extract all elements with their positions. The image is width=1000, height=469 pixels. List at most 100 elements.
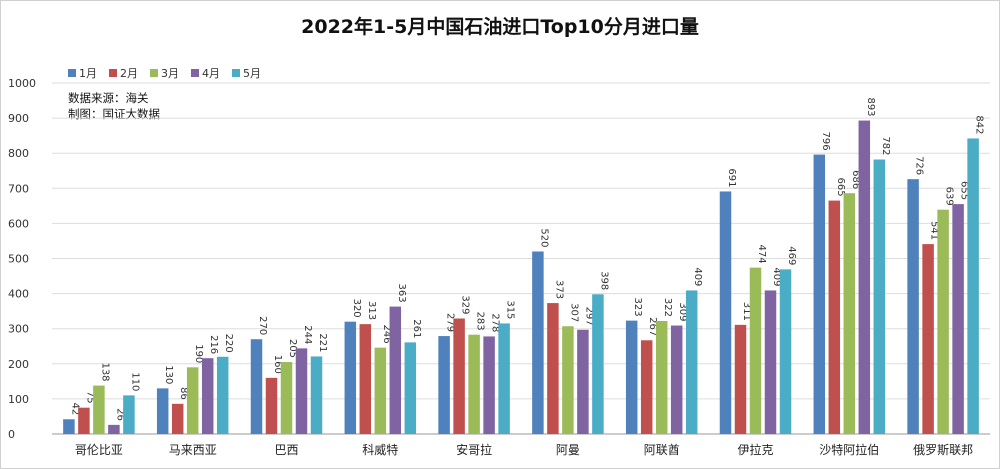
bar (813, 154, 826, 434)
bar (108, 424, 120, 434)
data-label: 409 (692, 267, 703, 286)
data-label: 278 (490, 313, 501, 332)
bar (764, 290, 777, 434)
chart-legend: 1月 2月 3月 4月 5月 (68, 65, 261, 81)
data-label: 363 (396, 283, 407, 302)
x-tick-label: 马来西亚 (169, 443, 217, 457)
bar (562, 326, 574, 434)
y-tick-label: 500 (8, 253, 29, 266)
x-tick-label: 阿曼 (556, 443, 580, 457)
legend-item-4: 4月 (191, 65, 220, 81)
bar (779, 269, 792, 434)
bar (295, 348, 308, 434)
data-label: 474 (756, 245, 767, 264)
data-label: 190 (193, 344, 204, 363)
bar (78, 407, 90, 434)
data-label: 42 (69, 403, 80, 416)
legend-label: 2月 (120, 67, 138, 80)
legend-label: 4月 (202, 67, 220, 80)
bar (186, 367, 199, 434)
data-label: 283 (475, 312, 486, 331)
x-tick-label: 科威特 (362, 442, 398, 457)
data-label: 246 (381, 325, 392, 344)
bar (93, 385, 105, 434)
bar (547, 303, 559, 434)
bar (171, 403, 184, 434)
data-label: 244 (302, 325, 313, 344)
data-label: 469 (786, 246, 797, 265)
bar (265, 377, 278, 434)
data-label: 26 (114, 408, 125, 421)
data-label: 686 (850, 170, 861, 189)
data-label: 520 (538, 228, 549, 247)
legend-swatch (68, 69, 76, 77)
bar (483, 336, 495, 434)
bar (749, 267, 762, 434)
data-label: 110 (129, 372, 140, 391)
x-tick-label: 俄罗斯联邦 (913, 443, 973, 457)
bar (577, 329, 589, 434)
data-label: 279 (445, 313, 456, 332)
bar (967, 138, 979, 434)
bar (532, 251, 544, 434)
data-label: 270 (257, 316, 268, 335)
data-label: 138 (99, 362, 110, 381)
bar (858, 120, 871, 434)
legend-swatch (109, 69, 117, 77)
bar (123, 395, 135, 434)
data-label: 691 (726, 168, 737, 187)
y-tick-label: 400 (8, 288, 29, 301)
data-label: 216 (208, 335, 219, 354)
data-label: 309 (677, 302, 688, 321)
y-tick-label: 900 (8, 112, 29, 125)
data-label: 373 (553, 280, 564, 299)
data-label: 726 (914, 156, 925, 175)
bar (625, 320, 638, 434)
bar (685, 290, 698, 434)
bar (640, 340, 653, 434)
y-tick-label: 100 (8, 393, 29, 406)
bar (201, 358, 214, 434)
data-label: 782 (880, 136, 891, 155)
bar (359, 324, 372, 434)
data-label: 86 (178, 387, 189, 400)
legend-item-2: 2月 (109, 65, 138, 81)
data-label: 329 (460, 295, 471, 314)
bar (828, 200, 841, 434)
y-tick-label: 800 (8, 147, 29, 160)
x-tick-label: 伊拉克 (737, 442, 773, 457)
bar (156, 388, 169, 434)
bar (937, 209, 949, 434)
data-label: 267 (647, 317, 658, 336)
data-label: 220 (223, 334, 234, 353)
bar (873, 159, 886, 434)
bar (952, 204, 964, 434)
data-label: 323 (632, 298, 643, 317)
chart-author-note: 制图：国证大数据 (68, 107, 160, 121)
data-label: 130 (163, 365, 174, 384)
data-label: 75 (84, 391, 95, 404)
bar (843, 193, 856, 434)
data-label: 205 (287, 339, 298, 358)
y-tick-label: 0 (8, 428, 15, 441)
chart-title: 2022年1-5月中国石油进口Top10分月进口量 (301, 16, 699, 38)
data-label: 160 (272, 355, 283, 374)
bar (374, 347, 387, 434)
bar (389, 306, 402, 434)
legend-item-3: 3月 (150, 65, 179, 81)
data-label: 639 (944, 187, 955, 206)
data-label: 221 (317, 333, 328, 352)
data-source-note: 数据来源：海关 (68, 91, 149, 105)
bar (719, 191, 732, 434)
bar (670, 325, 683, 434)
data-label: 893 (865, 97, 876, 116)
legend-item-5: 5月 (232, 65, 261, 81)
y-tick-label: 700 (8, 182, 29, 195)
data-label: 398 (598, 271, 609, 290)
data-label: 320 (351, 299, 362, 318)
legend-item-1: 1月 (68, 65, 97, 81)
data-label: 307 (568, 303, 579, 322)
data-label: 665 (835, 177, 846, 196)
bar (280, 362, 293, 434)
